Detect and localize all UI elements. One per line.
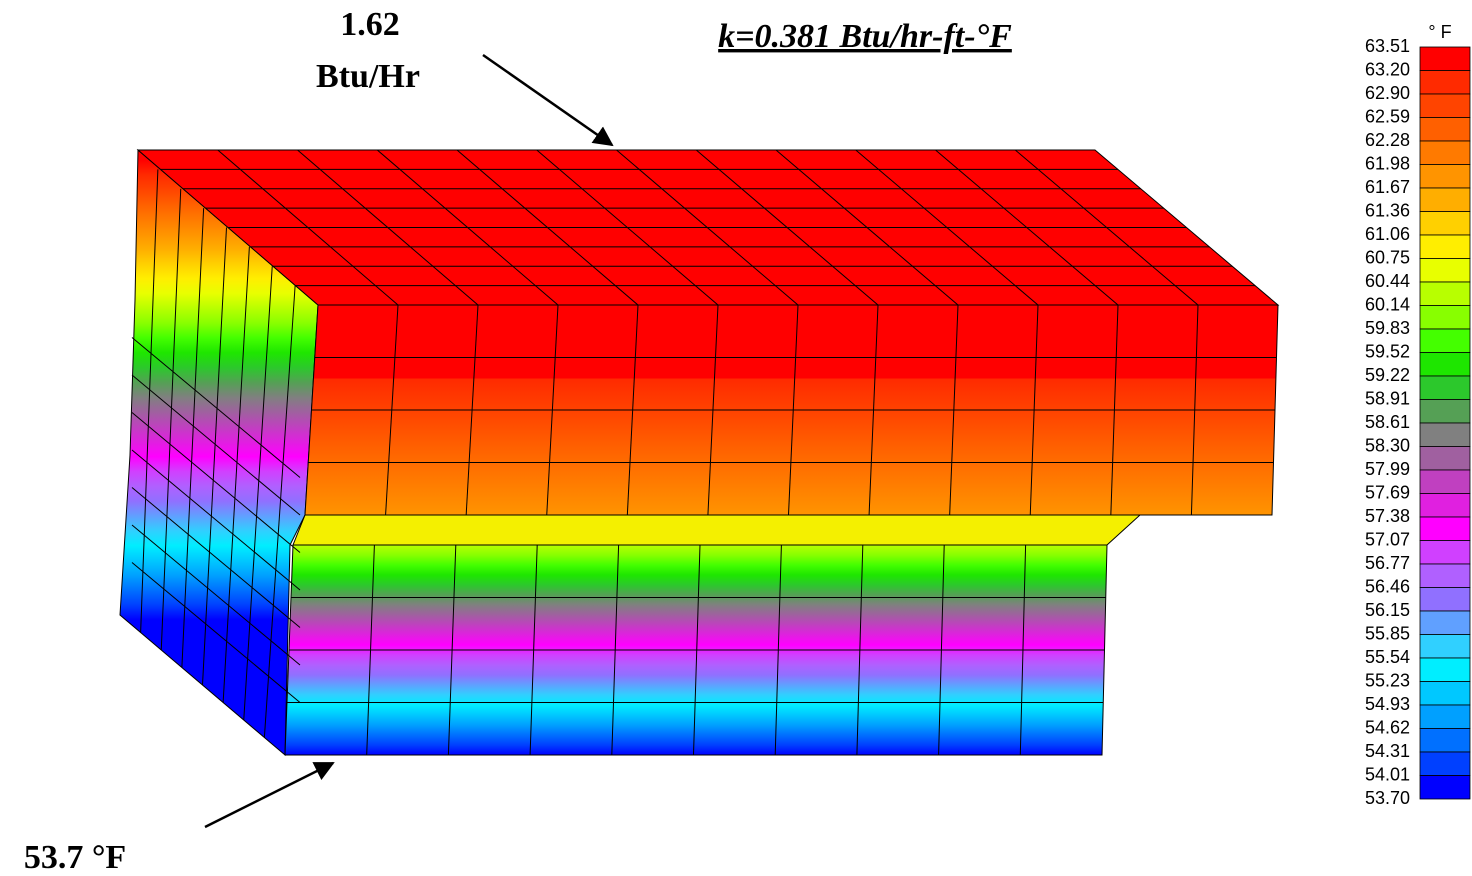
legend-swatch: [1420, 682, 1470, 706]
legend-unit: ° F: [1428, 22, 1451, 42]
legend-swatch: [1420, 564, 1470, 588]
legend-swatch: [1420, 165, 1470, 189]
legend-swatch: [1420, 141, 1470, 165]
legend-label: 59.83: [1365, 318, 1410, 338]
legend-swatch: [1420, 752, 1470, 776]
model: [120, 150, 1278, 755]
base-temperature-label: 53.7 °F: [24, 839, 126, 876]
legend-label: 53.70: [1365, 788, 1410, 808]
conductivity-label: k=0.381 Btu/hr-ft-°F: [718, 18, 1012, 55]
legend-label: 57.69: [1365, 482, 1410, 502]
legend-label: 62.59: [1365, 106, 1410, 126]
page: {"annotations": {"heat_flow_value": "1.6…: [0, 0, 1472, 876]
legend-label: 63.20: [1365, 59, 1410, 79]
legend-label: 57.07: [1365, 529, 1410, 549]
heat-flow-value: 1.62: [340, 6, 400, 43]
legend-swatch: [1420, 447, 1470, 471]
legend-swatch: [1420, 47, 1470, 71]
legend-label: 57.99: [1365, 459, 1410, 479]
legend-swatch: [1420, 611, 1470, 635]
legend-label: 58.61: [1365, 412, 1410, 432]
legend-label: 56.77: [1365, 553, 1410, 573]
legend-label: 60.75: [1365, 247, 1410, 267]
legend-swatch: [1420, 376, 1470, 400]
legend-label: 55.85: [1365, 623, 1410, 643]
legend-swatch: [1420, 212, 1470, 236]
legend-label: 58.91: [1365, 388, 1410, 408]
legend-label: 56.15: [1365, 600, 1410, 620]
legend-swatch: [1420, 118, 1470, 142]
legend-label: 59.22: [1365, 365, 1410, 385]
legend-label: 54.31: [1365, 741, 1410, 761]
legend-label: 61.36: [1365, 200, 1410, 220]
legend-swatch: [1420, 776, 1470, 800]
legend-swatch: [1420, 282, 1470, 306]
legend-swatch: [1420, 423, 1470, 447]
legend-label: 61.06: [1365, 224, 1410, 244]
legend-label: 62.90: [1365, 83, 1410, 103]
legend-swatch: [1420, 541, 1470, 565]
legend-swatch: [1420, 588, 1470, 612]
arrow: [205, 763, 333, 827]
legend-swatch: [1420, 306, 1470, 330]
legend-label: 58.30: [1365, 435, 1410, 455]
legend-label: 61.67: [1365, 177, 1410, 197]
legend-swatch: [1420, 705, 1470, 729]
legend-label: 61.98: [1365, 153, 1410, 173]
legend-swatch: [1420, 729, 1470, 753]
heat-flow-unit: Btu/Hr: [316, 58, 420, 95]
legend-label: 54.01: [1365, 764, 1410, 784]
legend-swatch: [1420, 517, 1470, 541]
legend-label: 60.44: [1365, 271, 1410, 291]
legend-label: 55.54: [1365, 647, 1410, 667]
legend-label: 62.28: [1365, 130, 1410, 150]
legend-swatch: [1420, 94, 1470, 118]
legend-swatch: [1420, 635, 1470, 659]
legend-label: 56.46: [1365, 576, 1410, 596]
legend-swatch: [1420, 188, 1470, 212]
legend-swatch: [1420, 658, 1470, 682]
legend-label: 55.23: [1365, 670, 1410, 690]
legend-label: 63.51: [1365, 36, 1410, 56]
legend-swatch: [1420, 329, 1470, 353]
legend-label: 57.38: [1365, 506, 1410, 526]
arrow: [483, 55, 612, 145]
legend-swatch: [1420, 71, 1470, 95]
legend-label: 54.93: [1365, 694, 1410, 714]
ledge-face: [293, 515, 1140, 545]
legend-swatch: [1420, 470, 1470, 494]
legend-swatch: [1420, 235, 1470, 259]
legend: 63.51 63.20 62.90 62.59 62.28 61.98 61.67 61.36…: [1365, 36, 1470, 808]
legend-label: 60.14: [1365, 294, 1410, 314]
legend-swatch: [1420, 353, 1470, 377]
legend-label: 54.62: [1365, 717, 1410, 737]
legend-swatch: [1420, 400, 1470, 424]
legend-swatch: [1420, 494, 1470, 518]
legend-swatch: [1420, 259, 1470, 283]
legend-label: 59.52: [1365, 341, 1410, 361]
figure: 1.62 Btu/Hr k=0.381 Btu/hr-ft-°F 53.7 °F…: [0, 0, 1472, 876]
